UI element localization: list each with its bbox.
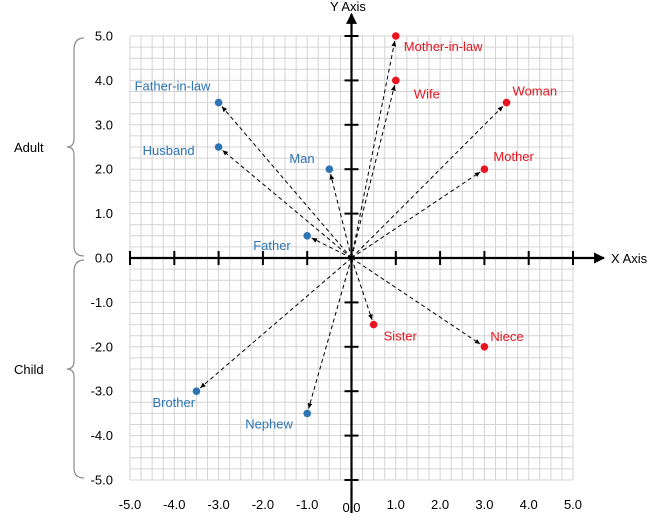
- x-tick-label: 3.0: [475, 497, 493, 512]
- vector-arrow: [351, 105, 504, 259]
- point-labels: Father-in-law Husband Man Father Brother Neph…: [135, 39, 558, 431]
- y-groups: Adult Child: [14, 37, 85, 479]
- vectors: [199, 40, 504, 409]
- y-tick-label: 4.0: [95, 73, 113, 88]
- y-tick-label: 5.0: [95, 29, 113, 44]
- y-tick-label: 2.0: [95, 162, 113, 177]
- y-tick-label: 3.0: [95, 117, 113, 132]
- y-tick-label: 1.0: [95, 206, 113, 221]
- data-point: [502, 98, 511, 107]
- data-point: [369, 320, 378, 329]
- group-label: Adult: [14, 140, 44, 155]
- x-axis-title: X Axis: [611, 251, 648, 266]
- point-label: Father-in-law: [135, 79, 211, 94]
- y-axis-title: Y Axis: [330, 0, 366, 14]
- vector-arrow: [199, 257, 352, 389]
- point-label: Woman: [513, 84, 558, 99]
- x-tick-label: -4.0: [163, 497, 185, 512]
- group-label: Child: [14, 362, 44, 377]
- y-tick-label: -4.0: [91, 428, 113, 443]
- vector-arrow: [221, 106, 352, 259]
- data-point: [303, 409, 312, 418]
- y-tick-label: -5.0: [91, 473, 113, 488]
- point-label: Husband: [143, 143, 195, 158]
- y-tick-label: -1.0: [91, 295, 113, 310]
- x-tick-label: -5.0: [119, 497, 141, 512]
- vector-arrow: [307, 257, 352, 409]
- x-tick-label: -1.0: [296, 497, 318, 512]
- vector-arrow: [351, 257, 373, 321]
- group-bracket: [66, 259, 85, 479]
- data-point: [392, 76, 400, 85]
- vector-arrow: [329, 173, 352, 259]
- point-label: Mother-in-law: [404, 39, 483, 54]
- vector-arrow: [351, 171, 481, 259]
- point-label: Wife: [414, 86, 440, 101]
- data-point: [480, 165, 489, 173]
- data-point: [214, 98, 223, 107]
- x-tick-label: 0.0: [342, 500, 360, 515]
- vector-arrow: [311, 237, 352, 259]
- data-point: [480, 343, 489, 351]
- vector-arrow: [351, 85, 396, 259]
- data-point: [325, 165, 334, 173]
- x-tick-label: -2.0: [252, 497, 274, 512]
- point-label: Niece: [490, 329, 523, 344]
- y-tick-label: -2.0: [91, 339, 113, 354]
- data-point: [392, 32, 400, 40]
- vector-arrow: [222, 149, 352, 259]
- point-label: Father: [253, 238, 291, 253]
- point-label: Sister: [384, 329, 418, 344]
- x-tick-label: 2.0: [431, 497, 449, 512]
- group-bracket: [66, 37, 85, 257]
- data-point: [303, 232, 312, 240]
- points: [192, 32, 511, 418]
- point-label: Brother: [152, 395, 195, 410]
- point-label: Nephew: [245, 416, 293, 431]
- tick-labels: -5.0 -4.0 -3.0 -2.0 -1.0 0.0 1.0 2.0 3.0 4.0 5.0 -5…: [91, 29, 582, 516]
- y-tick-label: -3.0: [91, 384, 113, 399]
- data-point: [214, 143, 223, 151]
- vector-arrow: [351, 40, 397, 259]
- x-tick-label: 1.0: [387, 497, 405, 512]
- data-point: [192, 387, 201, 396]
- x-tick-label: 5.0: [564, 497, 582, 512]
- point-label: Man: [289, 151, 314, 166]
- x-tick-label: 4.0: [520, 497, 538, 512]
- point-label: Mother: [493, 149, 534, 164]
- vector-arrow: [351, 257, 481, 345]
- axes: [129, 12, 606, 513]
- x-tick-label: -3.0: [207, 497, 229, 512]
- y-tick-label: 0.0: [95, 251, 113, 266]
